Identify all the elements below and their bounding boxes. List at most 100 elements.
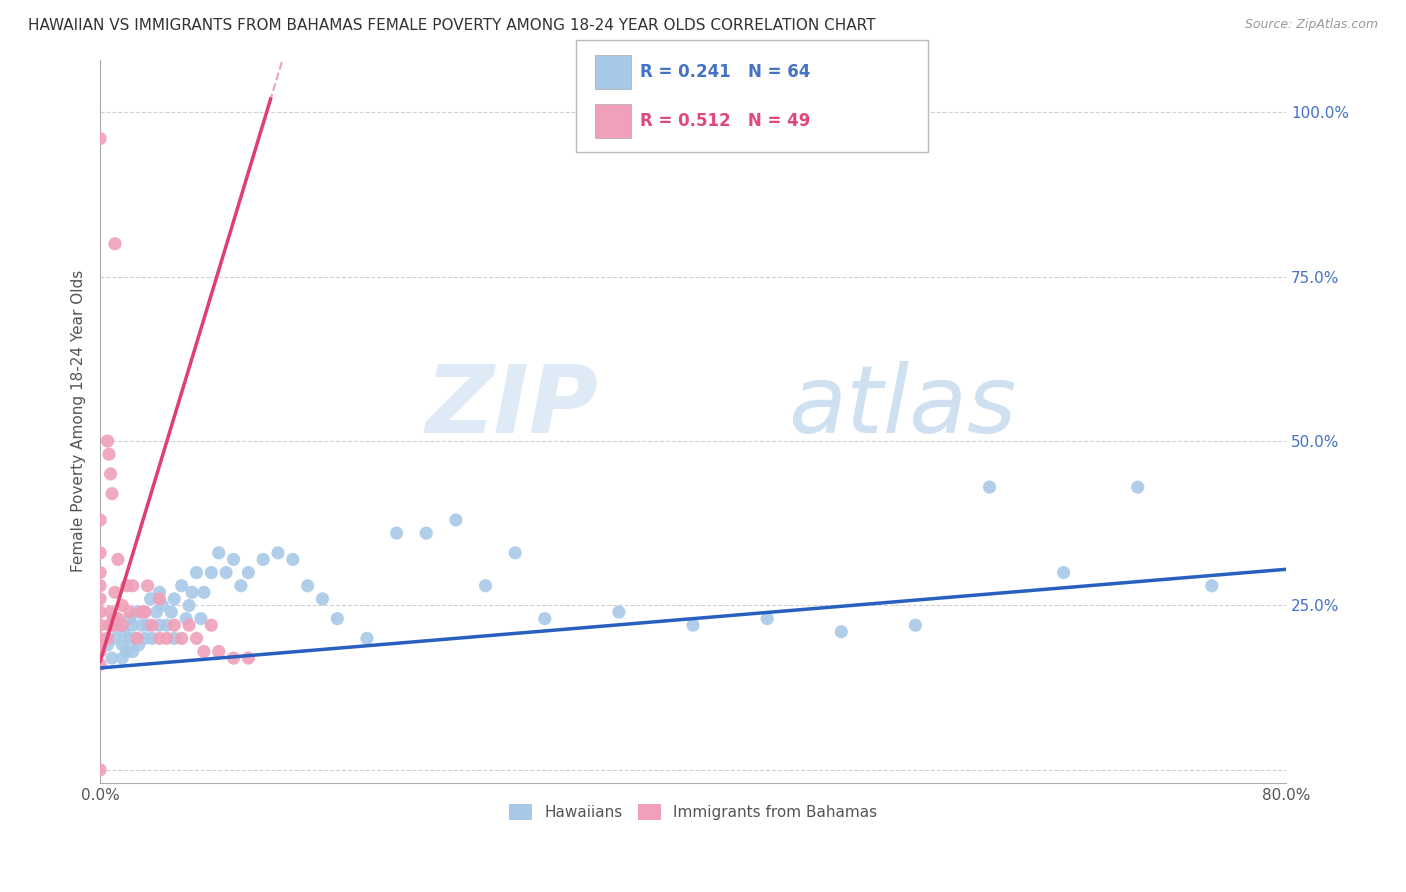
Point: [131, 605, 153, 619]
Point: [101, 651, 124, 665]
Point: [193, 644, 215, 658]
Point: [107, 618, 129, 632]
Point: [229, 579, 252, 593]
Point: [503, 546, 526, 560]
Point: [111, 638, 134, 652]
Point: [104, 585, 127, 599]
Text: R = 0.241   N = 64: R = 0.241 N = 64: [640, 63, 810, 81]
Point: [904, 618, 927, 632]
Text: Source: ZipAtlas.com: Source: ZipAtlas.com: [1244, 18, 1378, 31]
Point: [156, 632, 179, 646]
Point: [177, 599, 200, 613]
Point: [98, 447, 121, 461]
Point: [136, 579, 159, 593]
Point: [148, 591, 170, 606]
Point: [281, 552, 304, 566]
Point: [89, 546, 111, 560]
Point: [385, 526, 408, 541]
Point: [121, 618, 143, 632]
Point: [215, 566, 238, 580]
Point: [208, 546, 231, 560]
Point: [139, 591, 162, 606]
Point: [186, 632, 208, 646]
Point: [148, 618, 170, 632]
Point: [96, 434, 118, 448]
Point: [415, 526, 437, 541]
Point: [1052, 566, 1074, 580]
Text: atlas: atlas: [787, 361, 1017, 452]
Point: [104, 236, 127, 251]
Point: [238, 651, 260, 665]
Point: [89, 763, 111, 777]
Text: ZIP: ZIP: [425, 361, 598, 453]
Point: [127, 632, 149, 646]
Point: [134, 605, 156, 619]
Point: [326, 612, 349, 626]
Point: [356, 632, 378, 646]
Point: [89, 591, 111, 606]
Point: [222, 651, 245, 665]
Point: [163, 632, 186, 646]
Point: [96, 632, 118, 646]
Point: [128, 638, 150, 652]
Point: [136, 618, 159, 632]
Point: [830, 624, 852, 639]
Point: [89, 566, 111, 580]
Point: [118, 632, 141, 646]
Point: [238, 566, 260, 580]
Point: [186, 566, 208, 580]
Point: [607, 605, 630, 619]
Point: [148, 585, 170, 599]
Text: R = 0.512   N = 49: R = 0.512 N = 49: [640, 112, 810, 130]
Point: [118, 605, 141, 619]
Point: [1126, 480, 1149, 494]
Point: [174, 612, 197, 626]
Point: [100, 605, 122, 619]
Point: [107, 612, 129, 626]
Point: [89, 618, 111, 632]
Legend: Hawaiians, Immigrants from Bahamas: Hawaiians, Immigrants from Bahamas: [503, 797, 883, 826]
Point: [170, 579, 193, 593]
Point: [89, 579, 111, 593]
Point: [208, 644, 231, 658]
Point: [150, 599, 173, 613]
Point: [134, 632, 156, 646]
Point: [115, 579, 138, 593]
Point: [181, 585, 204, 599]
Point: [104, 618, 127, 632]
Point: [190, 612, 212, 626]
Point: [311, 591, 333, 606]
Text: HAWAIIAN VS IMMIGRANTS FROM BAHAMAS FEMALE POVERTY AMONG 18-24 YEAR OLDS CORRELA: HAWAIIAN VS IMMIGRANTS FROM BAHAMAS FEMA…: [28, 18, 876, 33]
Point: [756, 612, 779, 626]
Point: [222, 552, 245, 566]
Point: [89, 632, 111, 646]
Point: [1201, 579, 1223, 593]
Point: [98, 618, 121, 632]
Point: [89, 638, 111, 652]
Point: [111, 599, 134, 613]
Point: [444, 513, 467, 527]
Point: [89, 644, 111, 658]
Point: [163, 618, 186, 632]
Point: [160, 605, 183, 619]
Y-axis label: Female Poverty Among 18-24 Year Olds: Female Poverty Among 18-24 Year Olds: [72, 270, 86, 573]
Point: [193, 585, 215, 599]
Point: [252, 552, 274, 566]
Point: [134, 605, 156, 619]
Point: [200, 618, 222, 632]
Point: [104, 632, 127, 646]
Point: [89, 657, 111, 672]
Point: [101, 618, 124, 632]
Point: [121, 644, 143, 658]
Point: [267, 546, 290, 560]
Point: [100, 467, 122, 481]
Point: [148, 632, 170, 646]
Point: [297, 579, 319, 593]
Point: [103, 612, 125, 626]
Point: [145, 605, 167, 619]
Point: [177, 618, 200, 632]
Point: [141, 632, 163, 646]
Point: [107, 552, 129, 566]
Point: [163, 591, 186, 606]
Point: [979, 480, 1001, 494]
